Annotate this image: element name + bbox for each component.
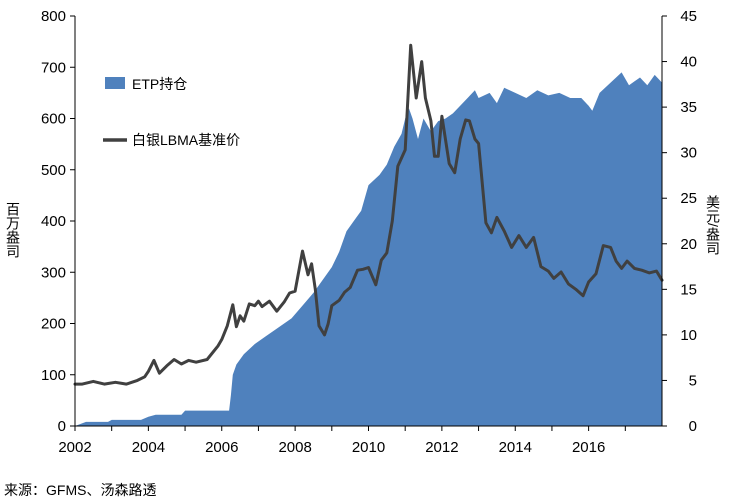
plot-area <box>73 43 664 427</box>
y-right-tick-label: 35 <box>680 99 697 116</box>
y-right-tick-label: 40 <box>680 54 697 71</box>
legend: ETP持仓 白银LBMA基准价 <box>103 76 240 148</box>
y-right-tick-label: 5 <box>689 372 697 389</box>
y-left-tick-label: 100 <box>41 367 66 384</box>
y-left-tick-label: 700 <box>41 59 66 76</box>
y-axis-right-title: 美元/盎司 <box>705 195 721 255</box>
y-right-tick-label: 20 <box>680 236 697 253</box>
y-left-tick-label: 200 <box>41 316 66 333</box>
y-left-tick-label: 500 <box>41 162 66 179</box>
x-tick-label: 2004 <box>132 439 165 456</box>
y-left-tick-label: 300 <box>41 264 66 281</box>
y-left-tick-label: 0 <box>58 418 66 435</box>
y-right-tick-label: 10 <box>680 327 697 344</box>
y-left-tick-label: 600 <box>41 111 66 128</box>
y-left-tick-label: 800 <box>41 8 66 25</box>
x-tick-label: 2016 <box>572 439 605 456</box>
legend-label-silver-price: 白银LBMA基准价 <box>132 132 240 148</box>
legend-label-etp: ETP持仓 <box>132 76 187 92</box>
x-tick-label: 2002 <box>58 439 91 456</box>
etp-holdings-area <box>75 72 662 427</box>
y-axis-left-title: 百万盎司 <box>5 202 21 258</box>
source-note: 来源：GFMS、汤森路透 <box>4 482 157 498</box>
axes: 0 100 200 300 400 500 600 700 800 0 5 10 15 20 25 30 35 4… <box>41 8 697 456</box>
x-tick-label: 2008 <box>278 439 311 456</box>
y-right-tick-label: 45 <box>680 8 697 25</box>
y-right-tick-label: 30 <box>680 145 697 162</box>
x-tick-label: 2010 <box>352 439 385 456</box>
y-right-tick-label: 0 <box>689 418 697 435</box>
y-left-tick-label: 400 <box>41 213 66 230</box>
y-right-tick-label: 15 <box>680 281 697 298</box>
x-tick-label: 2014 <box>499 439 532 456</box>
x-tick-label: 2012 <box>425 439 458 456</box>
y-right-tick-label: 25 <box>680 190 697 207</box>
silver-price-line <box>73 43 664 386</box>
legend-swatch-etp <box>105 77 125 89</box>
x-tick-label: 2006 <box>205 439 238 456</box>
